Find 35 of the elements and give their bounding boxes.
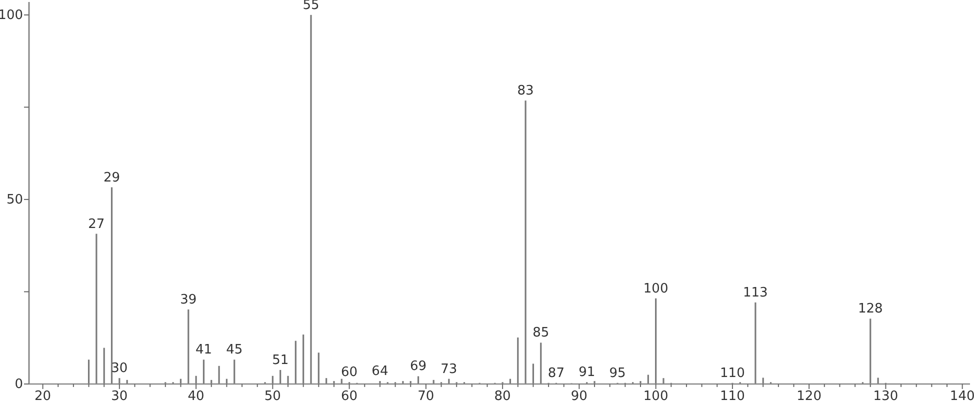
annotation: 87 — [548, 366, 564, 381]
x-tick-label: 100 — [643, 389, 668, 404]
annotation: 60 — [341, 365, 358, 380]
x-tick-label: 120 — [796, 389, 822, 404]
x-tick-label: 20 — [34, 389, 52, 404]
y-tick-label: 50 — [6, 192, 23, 208]
annotation: 64 — [372, 364, 388, 380]
annotation: 95 — [609, 366, 626, 381]
annotation: 113 — [743, 285, 768, 300]
x-tick-label: 60 — [341, 389, 358, 404]
annotation: 128 — [858, 302, 883, 317]
annotation: 83 — [517, 84, 534, 99]
x-tick-label: 70 — [418, 389, 434, 404]
x-tick-label: 80 — [494, 389, 511, 404]
annotation: 41 — [195, 342, 212, 358]
annotation: 51 — [272, 352, 289, 368]
annotation: 91 — [578, 365, 596, 380]
annotation: 39 — [180, 292, 197, 308]
x-tick-label: 90 — [570, 389, 588, 404]
annotation: 100 — [643, 281, 668, 296]
x-tick-label: 140 — [950, 389, 974, 404]
x-tick-label: 50 — [264, 389, 281, 404]
y-tick-label: 100 — [0, 8, 23, 23]
annotation: 85 — [532, 326, 550, 341]
x-tick-label: 40 — [188, 389, 204, 404]
annotation: 29 — [103, 170, 120, 186]
annotation: 110 — [720, 366, 745, 381]
annotation: 69 — [410, 359, 427, 374]
annotation: 27 — [88, 216, 105, 232]
annotation: 73 — [440, 362, 458, 377]
x-tick-label: 110 — [720, 389, 745, 404]
x-tick-label: 30 — [111, 389, 128, 404]
x-tick-label: 130 — [873, 389, 898, 404]
y-tick-label: 0 — [14, 377, 23, 392]
annotation: 45 — [226, 342, 243, 358]
